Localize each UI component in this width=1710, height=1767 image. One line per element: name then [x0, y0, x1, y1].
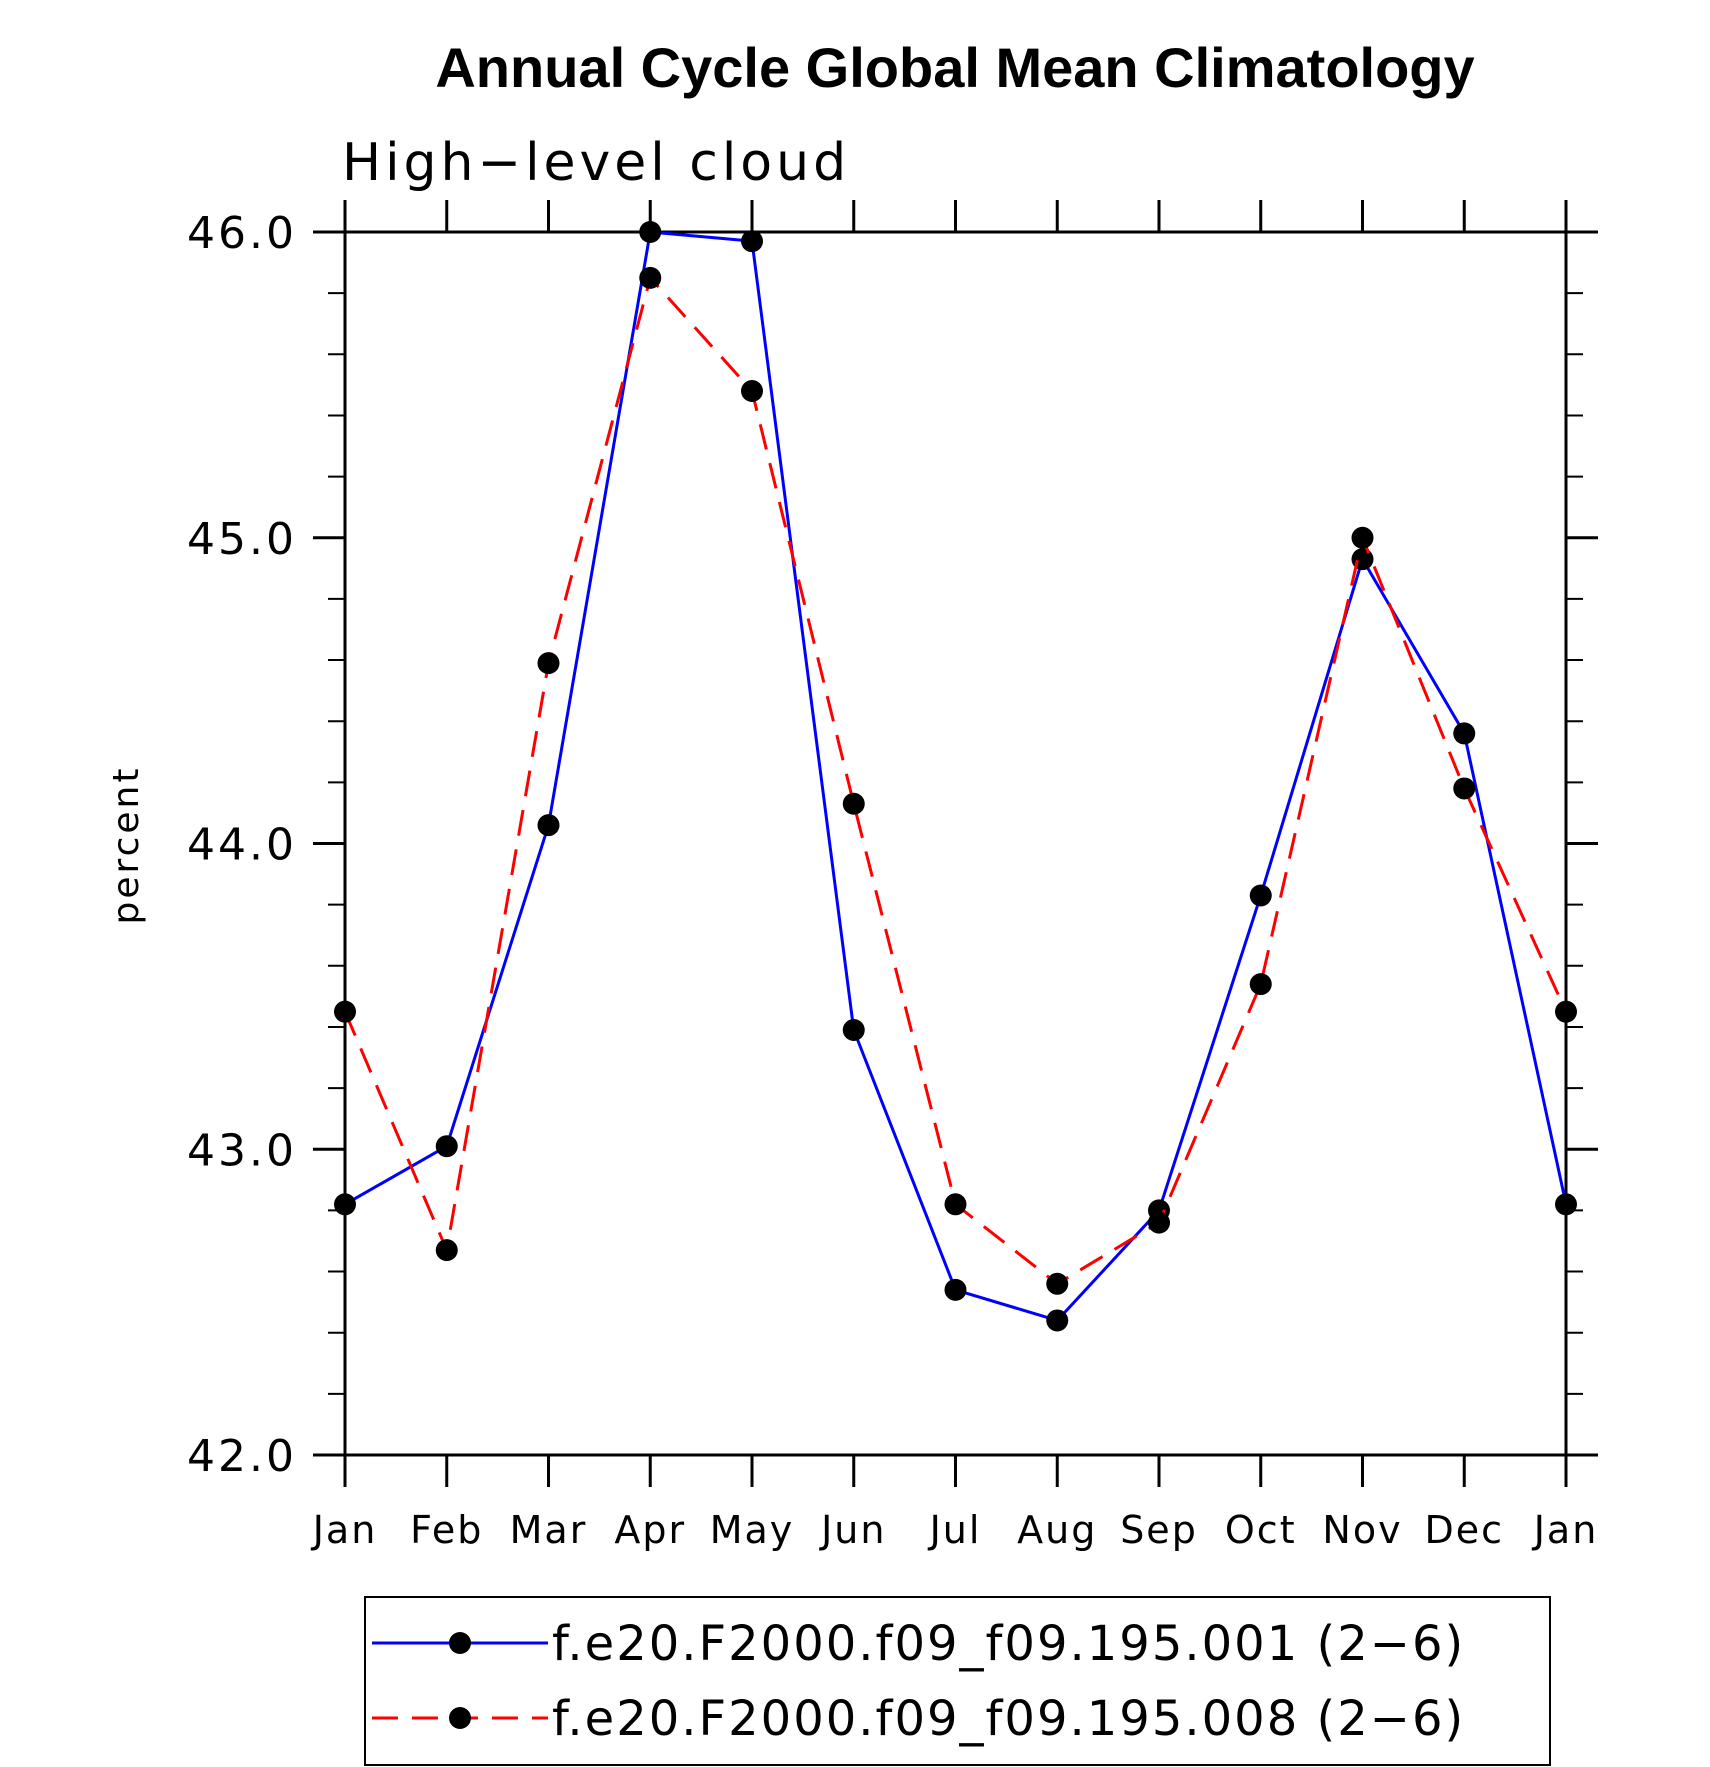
- y-tick-label: 42.0: [187, 1431, 297, 1482]
- series-1-point: [435, 1135, 458, 1158]
- legend-label-1: f.e20.F2000.f09_f09.195.001 (2−6): [552, 1616, 1465, 1672]
- x-tick-label: Apr: [614, 1508, 686, 1552]
- x-tick-label: Mar: [510, 1508, 588, 1552]
- series-2-point: [1555, 1000, 1577, 1023]
- series-2-point: [1046, 1272, 1069, 1295]
- series-1-point: [741, 230, 763, 253]
- legend-box: [364, 1596, 1551, 1766]
- plot-axes: 42.0 43.0 44.0 45.0 46.0 Jan Feb Mar Apr May Jun Ju…: [187, 200, 1598, 1552]
- legend-label-2: f.e20.F2000.f09_f09.195.008 (2−6): [552, 1691, 1465, 1747]
- series-2-point: [741, 379, 763, 402]
- plot-frame: [343, 230, 1568, 1457]
- y-tick-label: 44.0: [187, 820, 297, 871]
- series-2-point: [435, 1239, 458, 1262]
- series-2-point: [334, 1000, 356, 1023]
- series-1-point: [842, 1019, 865, 1042]
- series-2-point: [537, 652, 560, 675]
- x-tick-label: Oct: [1225, 1508, 1297, 1552]
- series-1-point: [639, 221, 662, 243]
- series-1-point: [334, 1193, 356, 1216]
- x-tick-label: Dec: [1424, 1508, 1504, 1552]
- legend-marker-2: [449, 1707, 471, 1729]
- y-tick-label: 43.0: [187, 1125, 297, 1176]
- series-1-point: [1046, 1309, 1069, 1332]
- series-line-2: [343, 276, 1568, 1286]
- y-tick-label: 46.0: [187, 208, 297, 259]
- x-tick-label: Aug: [1017, 1508, 1097, 1552]
- series-1-point: [944, 1278, 967, 1301]
- series-layer: [334, 221, 1577, 1332]
- series-1-point: [1453, 722, 1476, 745]
- series-2-point: [1249, 973, 1272, 996]
- x-tick-label: Nov: [1322, 1508, 1402, 1552]
- x-tick-label: Jan: [311, 1508, 378, 1552]
- x-tick-label: Feb: [410, 1508, 483, 1552]
- y-axis-label: percent: [106, 766, 147, 925]
- chart-title: Annual Cycle Global Mean Climatology: [435, 36, 1474, 99]
- chart-subtitle: High−level cloud: [342, 133, 850, 193]
- x-tick-label: Sep: [1120, 1508, 1198, 1552]
- series-2-point: [944, 1193, 967, 1216]
- y-tick-label: 45.0: [187, 514, 297, 565]
- legend-marker-1: [449, 1632, 471, 1654]
- series-2-point: [1351, 526, 1374, 549]
- x-tick-label: Jul: [928, 1508, 982, 1552]
- x-tick-label: May: [710, 1508, 795, 1552]
- series-2-point: [1453, 777, 1476, 800]
- series-1-point: [537, 814, 560, 837]
- series-2-point: [1148, 1211, 1170, 1234]
- series-2-point: [639, 266, 662, 289]
- x-tick-label: Jun: [819, 1508, 886, 1552]
- x-tick-label: Jan: [1532, 1508, 1599, 1552]
- series-1-point: [1249, 884, 1272, 907]
- legend: f.e20.F2000.f09_f09.195.001 (2−6) f.e20.F…: [364, 1596, 1551, 1766]
- series-1-point: [1555, 1193, 1577, 1216]
- series-2-point: [842, 792, 865, 815]
